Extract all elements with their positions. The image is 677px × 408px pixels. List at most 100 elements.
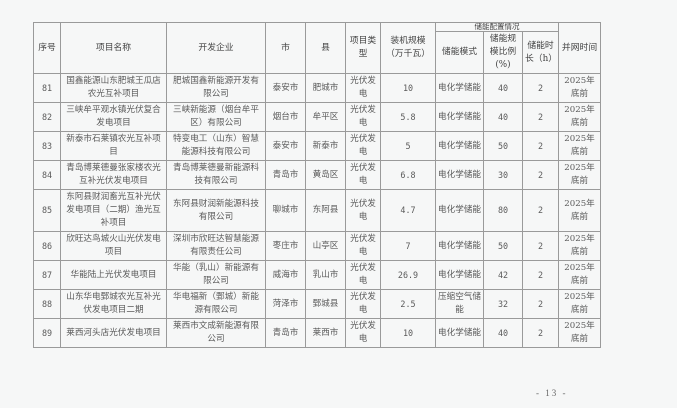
- cell-county: 新泰市: [305, 131, 346, 161]
- cell-type: 光伏发电: [345, 73, 381, 103]
- cell-duration: 2: [521, 289, 560, 319]
- header-capacity: 装机规模（万千瓦）: [380, 22, 436, 74]
- header-name: 项目名称: [60, 22, 167, 74]
- cell-seq: 87: [33, 260, 61, 290]
- cell-ratio: 40: [483, 73, 523, 103]
- cell-mode: 电化学储能: [435, 189, 484, 232]
- cell-city: 青岛市: [265, 160, 306, 190]
- cell-type: 光伏发电: [345, 260, 381, 290]
- cell-mode: 电化学储能: [435, 131, 484, 161]
- cell-capacity: 10: [380, 73, 436, 103]
- cell-type: 光伏发电: [345, 160, 381, 190]
- cell-county: 山亭区: [305, 231, 346, 261]
- cell-seq: 85: [33, 189, 61, 232]
- header-storage-ratio: 储能规模比例(%): [483, 31, 523, 74]
- cell-developer: 深圳市欣旺达智慧能源有限责任公司: [166, 231, 266, 261]
- header-type: 项目类型: [345, 22, 381, 74]
- cell-duration: 2: [521, 318, 560, 348]
- cell-duration: 2: [521, 102, 560, 132]
- cell-county: 牟平区: [305, 102, 346, 132]
- cell-grid: 2025年底前: [558, 231, 602, 261]
- cell-type: 光伏发电: [345, 231, 381, 261]
- cell-ratio: 50: [483, 131, 523, 161]
- cell-developer: 华能（乳山）新能源有限公司: [166, 260, 266, 290]
- project-table: 序号 项目名称 开发企业 市 县 项目类型 装机规模（万千瓦） 储能配置情况 并…: [33, 22, 602, 348]
- cell-name: 新泰市石莱镇农光互补项目: [60, 131, 167, 161]
- cell-city: 泰安市: [265, 73, 306, 103]
- cell-duration: 2: [521, 131, 560, 161]
- cell-county: 莱西市: [305, 318, 346, 348]
- cell-mode: 电化学储能: [435, 73, 484, 103]
- cell-type: 光伏发电: [345, 102, 381, 132]
- cell-city: 烟台市: [265, 102, 306, 132]
- table-row: 89 莱西河头店光伏发电项目 莱西市文成新能源有限公司 青岛市 莱西市 光伏发电 10 电化学…: [33, 318, 602, 348]
- cell-name: 东阿县财润畜光互补光伏发电项目（二期）渔光互补项目: [60, 189, 167, 232]
- cell-duration: 2: [521, 160, 560, 190]
- cell-county: 东阿县: [305, 189, 346, 232]
- cell-type: 光伏发电: [345, 289, 381, 319]
- cell-ratio: 30: [483, 160, 523, 190]
- cell-duration: 2: [521, 73, 560, 103]
- cell-city: 菏泽市: [265, 289, 306, 319]
- table-row: 87 华能陆上光伏发电项目 华能（乳山）新能源有限公司 威海市 乳山市 光伏发电 26.9 电…: [33, 260, 602, 290]
- cell-county: 肥城市: [305, 73, 346, 103]
- cell-capacity: 26.9: [380, 260, 436, 290]
- header-seq: 序号: [33, 22, 61, 74]
- cell-grid: 2025年底前: [558, 131, 602, 161]
- cell-developer: 青岛博莱德曼新能源科技有限公司: [166, 160, 266, 190]
- cell-mode: 电化学储能: [435, 160, 484, 190]
- table-row: 85 东阿县财润畜光互补光伏发电项目（二期）渔光互补项目 东阿县财润新能源科技有限公…: [33, 189, 602, 232]
- table-row: 86 欣旺达鸟城火山光伏发电项目 深圳市欣旺达智慧能源有限责任公司 枣庄市 山亭区 光伏发…: [33, 231, 602, 261]
- cell-county: 乳山市: [305, 260, 346, 290]
- header-storage-mode: 储能模式: [435, 31, 484, 74]
- cell-seq: 86: [33, 231, 61, 261]
- page-number: - 13 -: [536, 388, 568, 398]
- table-row: 82 三峡牟平观水镇光伏复合发电项目 三峡新能源（烟台牟平区）有限公司 烟台市 牟平区光…: [33, 102, 602, 132]
- cell-seq: 83: [33, 131, 61, 161]
- cell-name: 三峡牟平观水镇光伏复合发电项目: [60, 102, 167, 132]
- cell-county: 黄岛区: [305, 160, 346, 190]
- cell-capacity: 2.5: [380, 289, 436, 319]
- header-county: 县: [305, 22, 346, 74]
- cell-grid: 2025年底前: [558, 102, 602, 132]
- cell-name: 青岛博莱德曼张家楼农光互补光伏发电项目: [60, 160, 167, 190]
- cell-mode: 压缩空气储能: [435, 289, 484, 319]
- cell-developer: 华电福新（鄄城）新能源有限公司: [166, 289, 266, 319]
- cell-mode: 电化学储能: [435, 102, 484, 132]
- cell-name: 欣旺达鸟城火山光伏发电项目: [60, 231, 167, 261]
- cell-city: 青岛市: [265, 318, 306, 348]
- cell-grid: 2025年底前: [558, 260, 602, 290]
- cell-name: 莱西河头店光伏发电项目: [60, 318, 167, 348]
- cell-grid: 2025年底前: [558, 189, 602, 232]
- cell-duration: 2: [521, 260, 560, 290]
- cell-mode: 电化学储能: [435, 260, 484, 290]
- cell-ratio: 32: [483, 289, 523, 319]
- header-grid-time: 并网时间: [558, 22, 602, 74]
- cell-duration: 2: [521, 231, 560, 261]
- cell-ratio: 50: [483, 231, 523, 261]
- cell-seq: 84: [33, 160, 61, 190]
- cell-name: 华能陆上光伏发电项目: [60, 260, 167, 290]
- cell-ratio: 40: [483, 318, 523, 348]
- cell-city: 枣庄市: [265, 231, 306, 261]
- cell-ratio: 42: [483, 260, 523, 290]
- cell-type: 光伏发电: [345, 189, 381, 232]
- cell-developer: 东阿县财润新能源科技有限公司: [166, 189, 266, 232]
- cell-type: 光伏发电: [345, 318, 381, 348]
- cell-grid: 2025年底前: [558, 73, 602, 103]
- cell-ratio: 40: [483, 102, 523, 132]
- header-storage-group: 储能配置情况: [434, 22, 560, 32]
- cell-type: 光伏发电: [345, 131, 381, 161]
- cell-seq: 89: [33, 318, 61, 348]
- table-row: 81 国鑫能源山东肥城王瓜店农光互补项目 肥城国鑫新能源开发有限公司 泰安市 肥城市 光伏…: [33, 73, 602, 103]
- table-row: 84 青岛博莱德曼张家楼农光互补光伏发电项目 青岛博莱德曼新能源科技有限公司 青岛市黄…: [33, 160, 602, 190]
- header-city: 市: [265, 22, 306, 74]
- cell-capacity: 6.8: [380, 160, 436, 190]
- header-developer: 开发企业: [166, 22, 266, 74]
- header-storage-duration: 储能时长（h）: [521, 31, 560, 74]
- cell-developer: 肥城国鑫新能源开发有限公司: [166, 73, 266, 103]
- table-row: 88 山东华电鄄城农光互补光伏发电项目二期 华电福新（鄄城）新能源有限公司 菏泽市 鄄城…: [33, 289, 602, 319]
- cell-ratio: 80: [483, 189, 523, 232]
- cell-developer: 三峡新能源（烟台牟平区）有限公司: [166, 102, 266, 132]
- cell-seq: 82: [33, 102, 61, 132]
